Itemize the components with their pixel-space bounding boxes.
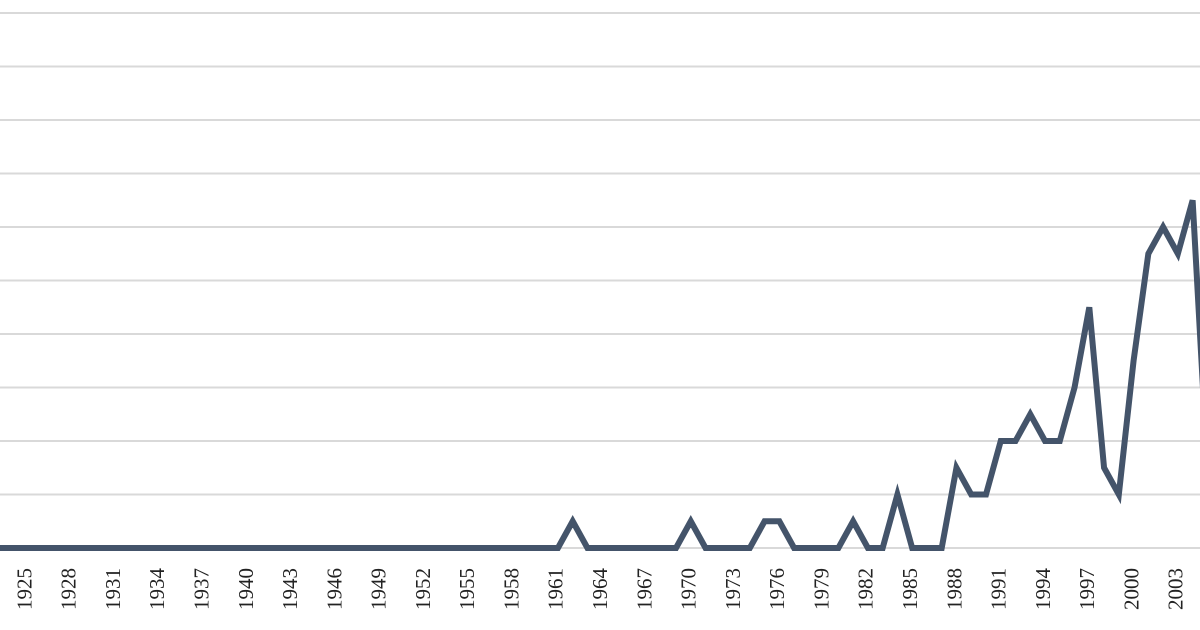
x-tick-label: 1967 — [632, 568, 656, 610]
x-tick-label: 1976 — [765, 568, 789, 610]
x-tick-label: 1934 — [145, 568, 169, 611]
x-tick-label: 1949 — [367, 568, 391, 610]
x-tick-label: 1940 — [234, 568, 258, 610]
grid — [0, 12, 1200, 549]
x-tick-label: 1985 — [898, 568, 922, 610]
x-tick-label: 1964 — [588, 568, 612, 611]
x-tick-label: 1982 — [854, 568, 878, 610]
x-tick-label: 1946 — [322, 568, 346, 610]
x-tick-label: 1937 — [190, 568, 214, 610]
x-tick-label: 1961 — [544, 568, 568, 610]
plot — [0, 199, 1200, 551]
x-tick-label: 2000 — [1119, 568, 1143, 610]
x-tick-label: 1994 — [1031, 568, 1055, 611]
x-tick-label: 1970 — [677, 568, 701, 610]
x-tick-label: 1979 — [809, 568, 833, 610]
x-tick-label: 1991 — [987, 568, 1011, 610]
x-tick-label: 1928 — [57, 568, 81, 610]
x-tick-label: 1958 — [499, 568, 523, 610]
x-tick-label: 1952 — [411, 568, 435, 610]
data-line — [0, 199, 1200, 551]
x-tick-label: 1973 — [721, 568, 745, 610]
x-tick-label: 2003 — [1164, 568, 1188, 610]
x-tick-label: 1943 — [278, 568, 302, 610]
x-tick-label: 1955 — [455, 568, 479, 610]
x-tick-label: 1925 — [12, 568, 36, 610]
x-tick-label: 1988 — [942, 568, 966, 610]
x-tick-label: 1997 — [1075, 568, 1099, 610]
x-axis: 1925 1928 1931 1934 1937 1940 1943 1946 1949 1952… — [12, 568, 1187, 611]
x-tick-label: 1931 — [101, 568, 125, 610]
